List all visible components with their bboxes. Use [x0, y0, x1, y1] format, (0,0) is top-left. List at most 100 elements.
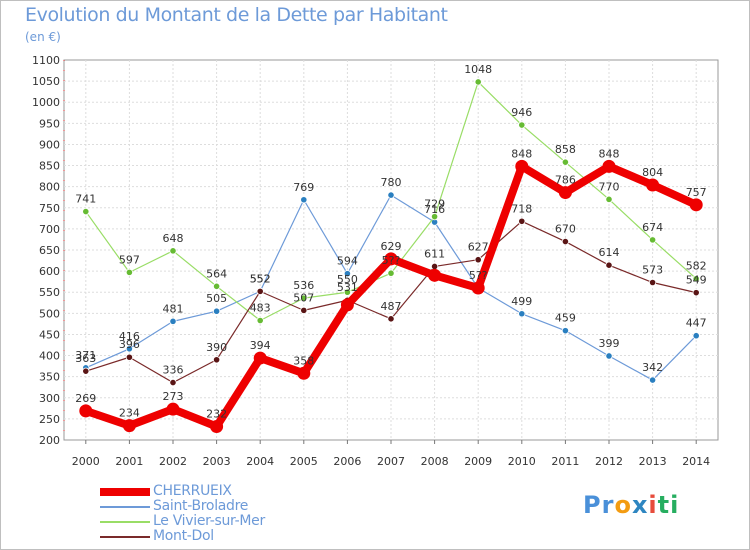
- legend-item: Saint-Broladre: [100, 498, 360, 515]
- data-point: [646, 178, 660, 192]
- data-point: [343, 288, 351, 296]
- y-tick-label: 400: [39, 350, 60, 363]
- data-label: 390: [206, 341, 227, 354]
- data-label: 741: [75, 193, 96, 206]
- y-tick-label: 1050: [32, 75, 60, 88]
- data-point: [430, 262, 439, 271]
- data-label: 336: [163, 364, 184, 377]
- legend-item: CHERRUEIX: [100, 483, 360, 500]
- x-tick-label: 2010: [508, 455, 536, 468]
- data-label: 505: [206, 292, 227, 305]
- data-point: [82, 207, 90, 216]
- legend-swatch: [100, 506, 150, 508]
- x-tick-label: 2003: [203, 455, 231, 468]
- legend-swatch: [100, 488, 150, 496]
- axes: 200 250 300 350 400 450 500 550 600 650 700 750 800 8…: [32, 54, 710, 468]
- data-point: [256, 287, 264, 295]
- data-label: 670: [555, 223, 576, 236]
- data-point: [213, 307, 221, 315]
- data-label: 1048: [464, 63, 492, 76]
- data-point: [518, 121, 526, 129]
- data-point: [602, 159, 616, 173]
- y-tick-label: 750: [39, 202, 60, 215]
- data-point: [79, 404, 93, 418]
- data-label: 674: [642, 221, 663, 234]
- data-label: 358: [293, 354, 314, 367]
- x-tick-label: 2013: [639, 455, 667, 468]
- logo-part: ti: [657, 491, 680, 519]
- data-point: [253, 351, 267, 365]
- data-label: 396: [119, 338, 140, 351]
- data-point: [561, 327, 570, 335]
- data-label: 780: [381, 176, 402, 189]
- data-point: [169, 378, 177, 387]
- data-point: [430, 213, 439, 221]
- data-label: 459: [555, 312, 576, 325]
- legend-label: Le Vivier-sur-Mer: [153, 513, 265, 529]
- y-tick-label: 900: [39, 138, 60, 151]
- x-tick-label: 2014: [682, 455, 710, 468]
- data-point: [648, 236, 657, 244]
- y-tick-label: 1000: [32, 96, 60, 109]
- data-point: [125, 353, 133, 361]
- data-label: 416: [119, 330, 140, 343]
- data-label: 363: [75, 352, 96, 365]
- data-point: [387, 191, 395, 199]
- data-point: [474, 256, 482, 264]
- logo-part: o: [614, 491, 632, 519]
- data-label: 481: [163, 302, 184, 315]
- data-label: 804: [642, 166, 663, 179]
- data-point: [300, 196, 308, 204]
- data-label: 483: [250, 302, 271, 315]
- data-point: [692, 289, 700, 297]
- data-label: 234: [119, 407, 140, 420]
- data-point: [169, 317, 177, 325]
- x-tick-label: 2006: [333, 455, 361, 468]
- y-tick-label: 800: [39, 181, 60, 194]
- data-point: [125, 268, 133, 276]
- x-tick-label: 2012: [595, 455, 623, 468]
- y-tick-label: 250: [39, 413, 60, 426]
- data-label: 786: [555, 174, 576, 187]
- data-label: 858: [555, 143, 576, 156]
- data-label: 848: [511, 147, 532, 160]
- data-point: [213, 282, 221, 290]
- y-tick-label: 200: [39, 434, 60, 447]
- data-point: [428, 268, 442, 282]
- data-point: [605, 261, 613, 269]
- y-tick-label: 600: [39, 265, 60, 278]
- y-tick-label: 1100: [32, 54, 60, 67]
- data-label: 946: [511, 106, 532, 119]
- data-point: [343, 270, 351, 278]
- data-label: 273: [163, 390, 184, 403]
- data-label: 536: [293, 279, 314, 292]
- data-point: [605, 195, 613, 203]
- data-point: [166, 402, 180, 416]
- data-point: [213, 356, 221, 364]
- x-tick-label: 2009: [464, 455, 492, 468]
- legend-swatch: [100, 521, 150, 523]
- data-label: 627: [468, 241, 489, 254]
- proxiti-logo: Proxiti: [583, 491, 679, 519]
- x-tick-label: 2001: [115, 455, 143, 468]
- data-label: 549: [686, 274, 707, 287]
- data-point: [692, 275, 700, 283]
- data-point: [125, 345, 133, 353]
- data-label: 269: [75, 392, 96, 405]
- data-label: 648: [163, 232, 184, 245]
- data-label: 729: [424, 198, 445, 211]
- data-point: [300, 294, 308, 302]
- logo-part: Pr: [583, 491, 615, 519]
- data-point: [561, 237, 570, 246]
- data-point: [340, 298, 354, 312]
- data-label: 399: [599, 337, 620, 350]
- data-point: [169, 247, 177, 255]
- data-label: 716: [424, 203, 445, 216]
- data-point: [648, 278, 657, 287]
- legend-item: Le Vivier-sur-Mer: [100, 513, 360, 530]
- data-point: [689, 198, 703, 212]
- data-point: [256, 316, 264, 325]
- data-point: [474, 78, 482, 86]
- logo-part: x: [631, 491, 649, 519]
